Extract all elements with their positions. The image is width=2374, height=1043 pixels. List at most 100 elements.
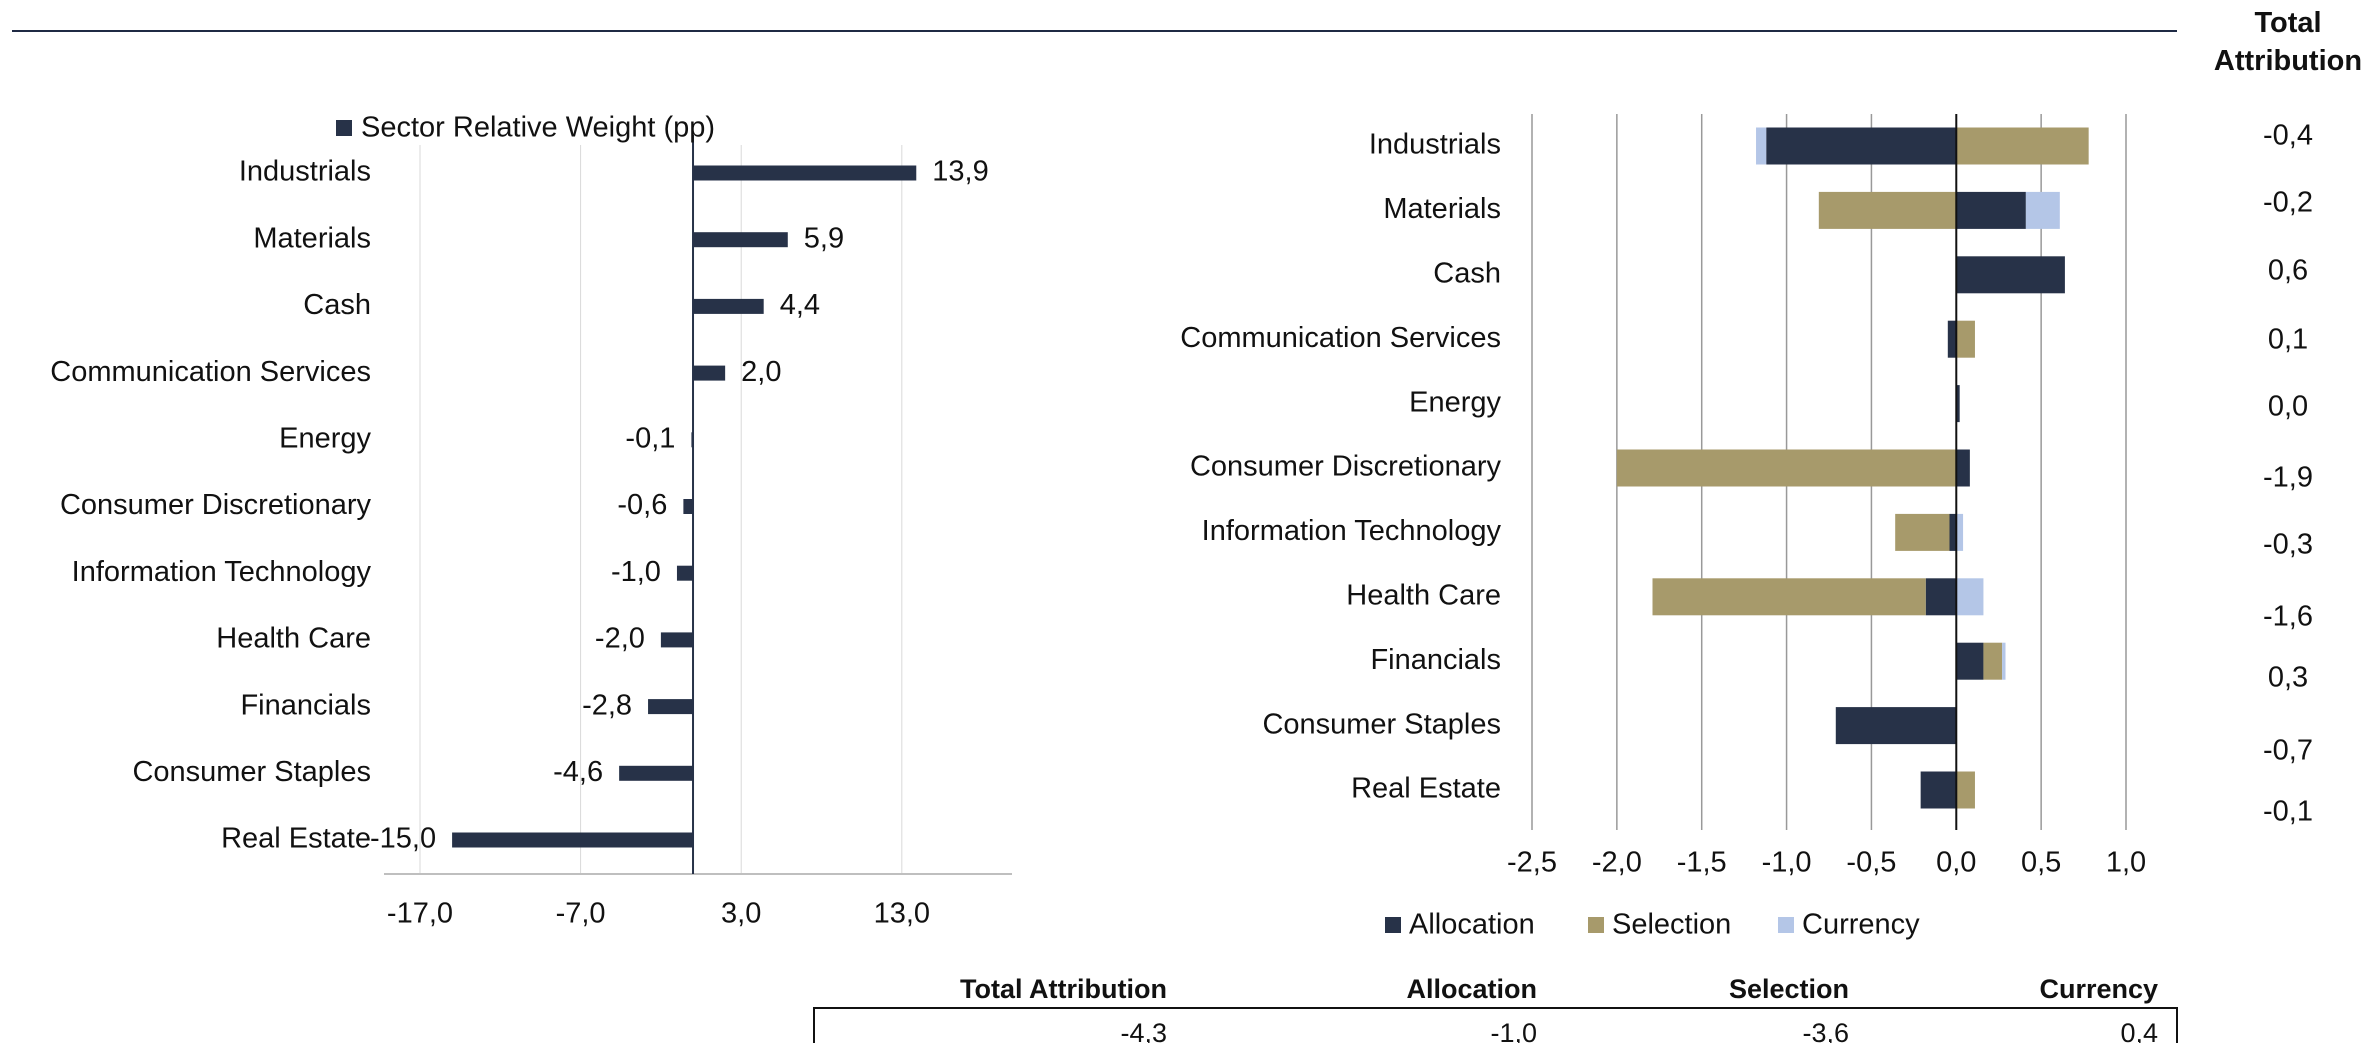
total-attribution-value: -0,4 xyxy=(2263,120,2313,152)
bar xyxy=(452,832,694,848)
legend-swatch xyxy=(1778,917,1794,933)
bar-segment xyxy=(1652,578,1926,616)
table-header: Allocation xyxy=(1406,974,1537,1004)
category-label: Information Technology xyxy=(72,556,372,588)
data-label: -15,0 xyxy=(370,823,436,855)
x-tick-label: -2,0 xyxy=(1592,847,1642,879)
bar xyxy=(619,765,694,781)
x-tick-label: 3,0 xyxy=(721,898,761,930)
bar xyxy=(660,632,694,648)
category-label: Information Technology xyxy=(1202,515,1502,547)
bar-segment xyxy=(1835,707,1957,745)
legend-swatch xyxy=(336,120,352,136)
bar-segment xyxy=(1956,513,1964,551)
table-header: Total Attribution xyxy=(960,974,1167,1004)
bar xyxy=(693,165,917,181)
legend-label: Selection xyxy=(1612,909,1731,941)
bar-segment xyxy=(1947,320,1957,358)
data-label: 2,0 xyxy=(741,356,781,388)
category-label: Energy xyxy=(279,422,371,454)
table-cell: -4,3 xyxy=(1120,1018,1167,1043)
category-label: Real Estate xyxy=(221,823,371,855)
bar xyxy=(676,565,694,581)
category-label: Cash xyxy=(303,289,371,321)
category-label: Consumer Discretionary xyxy=(60,489,372,521)
legend-label: Sector Relative Weight (pp) xyxy=(361,112,715,144)
category-label: Materials xyxy=(1383,193,1501,225)
legend-swatch xyxy=(1588,917,1604,933)
total-attribution-value: 0,6 xyxy=(2268,255,2308,287)
category-label: Real Estate xyxy=(1351,773,1501,805)
data-label: -2,8 xyxy=(582,689,632,721)
category-label: Financials xyxy=(1370,644,1501,676)
total-attribution-value: -1,9 xyxy=(2263,462,2313,494)
x-tick-label: 1,0 xyxy=(2106,847,2146,879)
bar xyxy=(693,298,764,314)
category-label: Consumer Staples xyxy=(1262,708,1501,740)
x-tick-label: -7,0 xyxy=(556,898,606,930)
bar-segment xyxy=(1956,449,1970,487)
x-tick-label: -2,5 xyxy=(1507,847,1557,879)
table-cell: 0,4 xyxy=(2120,1018,2158,1043)
bar-segment xyxy=(1956,642,1984,680)
x-tick-label: 13,0 xyxy=(874,898,930,930)
bar-segment xyxy=(1920,771,1957,809)
bar xyxy=(693,232,788,248)
category-label: Industrials xyxy=(1369,129,1501,161)
data-label: -0,1 xyxy=(625,422,675,454)
legend-label: Currency xyxy=(1802,909,1920,941)
x-tick-label: 0,5 xyxy=(2021,847,2061,879)
bar-segment xyxy=(1616,449,1957,487)
bar-segment xyxy=(1949,513,1957,551)
legend-label: Allocation xyxy=(1409,909,1535,941)
table-header: Currency xyxy=(2039,974,2158,1004)
category-label: Industrials xyxy=(239,156,371,188)
data-label: -0,6 xyxy=(617,489,667,521)
category-label: Financials xyxy=(240,689,371,721)
bar-segment xyxy=(1818,191,1957,229)
category-label: Communication Services xyxy=(1180,322,1501,354)
x-tick-label: -1,0 xyxy=(1762,847,1812,879)
bar-segment xyxy=(1956,320,1975,358)
data-label: 13,9 xyxy=(932,156,988,188)
total-attribution-value: -0,2 xyxy=(2263,187,2313,219)
x-tick-label: -1,5 xyxy=(1677,847,1727,879)
bar-segment xyxy=(2002,642,2006,680)
data-label: 5,9 xyxy=(804,222,844,254)
bar-segment xyxy=(1766,127,1957,165)
bar-segment xyxy=(1956,578,1984,616)
bar xyxy=(683,499,694,514)
total-attribution-value: -0,1 xyxy=(2263,796,2313,828)
bar-segment xyxy=(1956,191,2026,229)
total-attribution-value: -1,6 xyxy=(2263,601,2313,633)
summary-table-box xyxy=(813,1007,2178,1043)
total-attribution-value: 0,0 xyxy=(2268,391,2308,423)
category-label: Energy xyxy=(1409,386,1501,418)
total-attribution-value: 0,1 xyxy=(2268,324,2308,356)
bar-segment xyxy=(1956,127,2089,165)
bar-segment xyxy=(1756,127,1767,165)
total-attribution-value: 0,3 xyxy=(2268,662,2308,694)
legend-swatch xyxy=(1385,917,1401,933)
total-attribution-header: Total Attribution xyxy=(2213,7,2363,77)
category-label: Materials xyxy=(253,222,371,254)
category-label: Consumer Staples xyxy=(132,756,371,788)
category-label: Consumer Discretionary xyxy=(1190,451,1502,483)
data-label: -1,0 xyxy=(611,556,661,588)
table-cell: -1,0 xyxy=(1490,1018,1537,1043)
x-tick-label: 0,0 xyxy=(1936,847,1976,879)
category-label: Health Care xyxy=(216,623,371,655)
total-attribution-value: -0,7 xyxy=(2263,735,2313,767)
bar-segment xyxy=(1956,385,1960,423)
bar-segment xyxy=(1956,256,2065,294)
category-label: Health Care xyxy=(1346,579,1501,611)
category-label: Cash xyxy=(1433,257,1501,289)
data-label: -2,0 xyxy=(595,623,645,655)
table-header: Selection xyxy=(1729,974,1849,1004)
bar-segment xyxy=(2025,191,2060,229)
x-tick-label: -17,0 xyxy=(387,898,453,930)
data-label: 4,4 xyxy=(780,289,820,321)
bar-segment xyxy=(1983,642,2003,680)
